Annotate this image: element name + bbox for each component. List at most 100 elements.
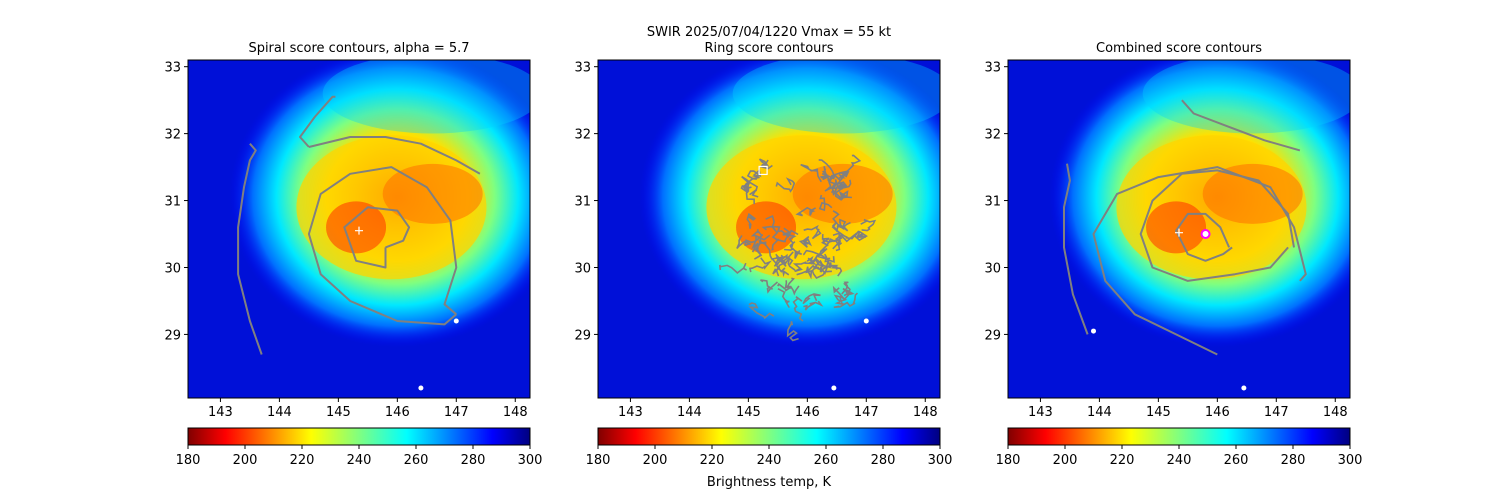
x-tick-label: 144: [267, 405, 292, 420]
contour-line: [824, 177, 843, 201]
y-tick-label: 32: [164, 128, 181, 143]
colorbar-tick-label: 300: [518, 453, 543, 468]
markers: [758, 165, 869, 391]
contour-line: [782, 227, 797, 251]
contour-line: [786, 321, 799, 342]
contour-lines: [719, 154, 877, 342]
y-tick-label: 29: [984, 328, 1001, 343]
contour-line: [832, 285, 852, 301]
contour-line: [761, 225, 799, 238]
contour-line: [803, 224, 822, 240]
contour-line: [719, 262, 747, 274]
contour-line: [841, 281, 855, 296]
x-tick-label: 148: [1323, 405, 1348, 420]
y-tick-label: 31: [984, 195, 1001, 210]
colorbar-tick-label: 260: [1224, 453, 1249, 468]
contour-line: [798, 235, 813, 248]
bright-dot: [453, 318, 459, 324]
colorbar-tick-label: 180: [586, 453, 611, 468]
contour-line: [775, 254, 788, 277]
colorbar-tick-label: 180: [176, 453, 201, 468]
x-tick-label: 143: [618, 405, 643, 420]
contour-line: [760, 279, 779, 294]
colorbar-ticks: 180 200 220 240 260 280 300: [586, 445, 953, 468]
contour-line: [237, 143, 263, 355]
colorbar-tick-label: 280: [1281, 453, 1306, 468]
contour-line: [758, 158, 773, 170]
combined-center-marker: [1200, 229, 1211, 240]
contour-line: [792, 258, 824, 273]
panel-spiral: Spiral score contours, alpha = 5.7 143 14…: [164, 41, 543, 468]
contour-line: [792, 296, 804, 322]
colorbar-ticks: 180 200 220 240 260 280 300: [996, 445, 1363, 468]
contour-line: [832, 154, 862, 181]
x-tick-label: 143: [208, 405, 233, 420]
contour-line: [802, 293, 821, 305]
contour-line: [343, 206, 411, 269]
bright-dot: [863, 318, 869, 324]
y-axis: 29 30 31 32 33: [984, 61, 1008, 343]
contour-line: [748, 302, 775, 320]
contour-line: [814, 247, 828, 273]
x-tick-label: 147: [1264, 405, 1289, 420]
contour-line: [308, 136, 481, 175]
ir-image: [229, 60, 530, 348]
y-tick-label: 33: [984, 61, 1001, 76]
panel-title: Combined score contours: [1096, 41, 1262, 56]
contour-line: [775, 177, 796, 193]
colorbar: [597, 427, 941, 446]
y-tick-label: 30: [574, 261, 591, 276]
colorbar-tick-label: 220: [1110, 453, 1135, 468]
x-tick-label: 146: [385, 405, 410, 420]
colorbar-tick-label: 300: [928, 453, 953, 468]
contour-line: [785, 277, 800, 296]
contour-line: [795, 206, 816, 217]
colorbar: [1007, 427, 1351, 446]
contour-lines: [1063, 99, 1307, 356]
panel-combined: Combined score contours 143 144 145 146 147 1…: [984, 41, 1363, 468]
contour-line: [860, 218, 877, 232]
x-tick-label: 144: [1087, 405, 1112, 420]
outer-band: [322, 60, 530, 134]
contour-line: [741, 175, 759, 198]
plot-frame: [187, 59, 531, 399]
center-plus-marker: [1175, 228, 1183, 237]
contour-line: [821, 234, 835, 247]
contour-line: [803, 300, 824, 311]
contour-line: [817, 239, 841, 260]
contour-line: [836, 218, 851, 232]
panel-ring: Ring score contours 143 144 145 146 147 148 2…: [574, 41, 953, 490]
contour-line: [753, 239, 767, 260]
x-tick-label: 145: [1146, 405, 1171, 420]
x-tick-label: 144: [677, 405, 702, 420]
contour-line: [1063, 163, 1089, 335]
contour-line: [307, 166, 458, 326]
contour-lines: [237, 95, 481, 355]
convective-cell: [326, 201, 387, 254]
x-tick-label: 145: [326, 405, 351, 420]
y-tick-label: 32: [574, 128, 591, 143]
y-tick-label: 31: [164, 195, 181, 210]
x-tick-label: 147: [444, 405, 469, 420]
contour-line: [765, 214, 787, 243]
contour-line: [831, 222, 848, 239]
colorbar-tick-label: 200: [233, 453, 258, 468]
panel-title: Spiral score contours, alpha = 5.7: [248, 41, 469, 56]
x-tick-label: 148: [503, 405, 528, 420]
contour-line: [299, 95, 336, 148]
plot-frame: [1007, 59, 1351, 399]
y-tick-label: 30: [984, 261, 1001, 276]
convective-cell: [1146, 201, 1207, 254]
contour-line: [836, 170, 850, 186]
markers: [355, 226, 459, 391]
bright-dot: [831, 385, 837, 391]
colorbar-tick-label: 280: [871, 453, 896, 468]
contour-line: [1139, 169, 1295, 282]
colorbar-tick-label: 300: [1338, 453, 1363, 468]
ir-image: [1049, 60, 1350, 348]
colorbar-tick-label: 200: [643, 453, 668, 468]
colorbar-ticks: 180 200 220 240 260 280 300: [176, 445, 543, 468]
contour-line: [832, 232, 843, 250]
colorbar: [187, 427, 531, 446]
